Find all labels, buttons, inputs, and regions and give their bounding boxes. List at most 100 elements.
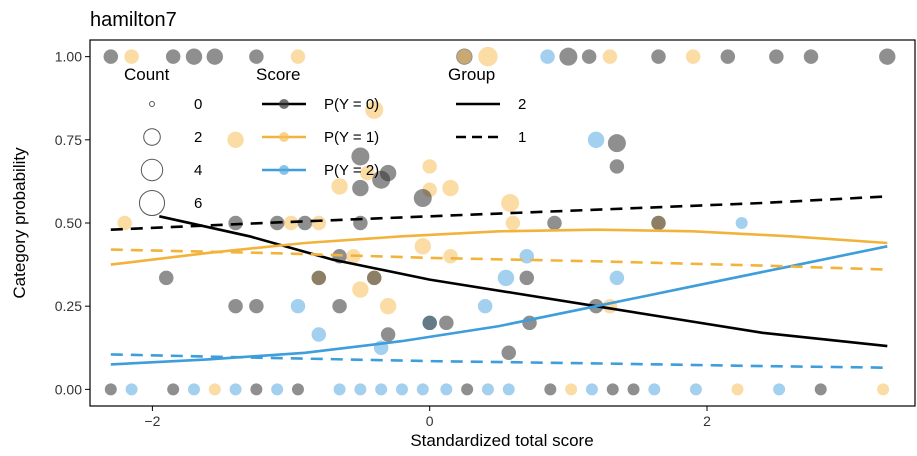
data-point xyxy=(773,383,786,396)
legend-score-dot xyxy=(279,165,289,175)
data-point xyxy=(461,383,474,396)
curve-score0-group1 xyxy=(110,195,888,231)
data-point xyxy=(351,147,370,166)
data-point xyxy=(354,383,367,396)
data-point xyxy=(187,383,200,396)
legend-group-label: 2 xyxy=(518,96,526,113)
data-point xyxy=(609,270,625,286)
data-point xyxy=(585,383,598,396)
data-point xyxy=(502,383,515,396)
data-point xyxy=(587,131,605,149)
data-point xyxy=(540,49,555,64)
legend-score-dot xyxy=(279,132,289,142)
legend-score-label: P(Y = 1) xyxy=(324,129,379,146)
data-point xyxy=(228,298,243,314)
legend-count-label: 0 xyxy=(194,96,202,113)
data-point xyxy=(165,49,181,64)
data-point xyxy=(380,327,396,342)
data-point xyxy=(439,315,454,331)
data-point xyxy=(481,383,494,396)
data-point xyxy=(249,49,264,64)
data-point xyxy=(565,383,578,396)
data-point xyxy=(457,49,472,64)
y-tick-label: 0.50 xyxy=(55,215,82,231)
data-point xyxy=(291,383,304,396)
data-point xyxy=(208,383,221,396)
data-point xyxy=(651,215,666,231)
y-tick-label: 1.00 xyxy=(55,49,82,65)
data-point xyxy=(443,249,458,264)
data-point xyxy=(505,215,521,231)
legend-count-symbol xyxy=(149,101,155,107)
data-point xyxy=(731,383,744,396)
data-point xyxy=(365,100,384,119)
data-point xyxy=(379,297,397,315)
curve-score1-group2 xyxy=(110,228,888,266)
data-point xyxy=(375,383,388,396)
data-point xyxy=(229,383,242,396)
data-point xyxy=(720,49,736,64)
curve-score1-group1 xyxy=(110,248,888,271)
data-point xyxy=(422,315,437,331)
data-point xyxy=(311,327,327,342)
data-point xyxy=(414,238,431,255)
data-point xyxy=(290,298,306,314)
y-tick-label: 0.75 xyxy=(55,132,82,148)
data-point xyxy=(877,383,890,396)
data-point xyxy=(442,179,459,197)
data-point xyxy=(879,48,896,65)
legend-score-dot xyxy=(279,99,289,109)
data-point xyxy=(440,383,453,396)
x-tick-label: 2 xyxy=(703,413,711,429)
x-axis-label: Standardized total score xyxy=(410,431,593,450)
legend-count-symbol xyxy=(138,189,166,217)
data-point xyxy=(331,178,348,195)
data-point xyxy=(125,383,138,396)
x-tick-label: −2 xyxy=(144,413,160,429)
data-point xyxy=(297,215,313,231)
data-point xyxy=(372,170,391,189)
data-point xyxy=(124,49,139,64)
curve-score2-group1 xyxy=(110,353,888,369)
data-point xyxy=(103,49,119,64)
legend-score-label: P(Y = 2) xyxy=(324,162,379,179)
data-point xyxy=(167,383,180,396)
data-point xyxy=(311,215,327,231)
data-point xyxy=(559,47,578,66)
data-point xyxy=(478,46,498,67)
legend-count-title: Count xyxy=(124,65,170,84)
data-point xyxy=(607,134,626,153)
legend: Count 0 2 4 6 Score P(Y = 0) P(Y = 1) P(Y = 2) Gr… xyxy=(124,65,526,217)
data-point xyxy=(104,383,117,396)
data-point xyxy=(416,383,429,396)
legend-count-symbol xyxy=(140,158,164,182)
legend-count-label: 2 xyxy=(194,129,202,146)
data-point xyxy=(333,383,346,396)
y-axis-label: Category probability xyxy=(10,147,29,299)
data-point xyxy=(332,298,347,314)
plot-marks xyxy=(103,46,896,396)
legend-score-title: Score xyxy=(256,65,300,84)
data-point xyxy=(477,298,493,314)
data-point xyxy=(519,249,535,264)
data-point xyxy=(367,270,382,286)
data-point xyxy=(609,159,625,174)
data-point xyxy=(803,49,819,64)
data-point xyxy=(250,383,263,396)
data-point xyxy=(651,49,666,64)
data-point xyxy=(290,49,306,64)
data-point xyxy=(606,383,619,396)
data-point xyxy=(685,49,701,64)
y-tick-label: 0.25 xyxy=(55,298,82,314)
data-point xyxy=(501,194,520,213)
data-point xyxy=(422,159,437,174)
data-point xyxy=(627,383,640,396)
curve-score2-group2 xyxy=(110,245,888,366)
data-point xyxy=(271,383,284,396)
legend-count-label: 6 xyxy=(194,195,202,212)
data-point xyxy=(519,270,535,286)
data-point xyxy=(581,49,597,64)
chart-title: hamilton7 xyxy=(90,9,177,31)
data-point xyxy=(497,269,515,287)
legend-group-title: Group xyxy=(448,65,495,84)
